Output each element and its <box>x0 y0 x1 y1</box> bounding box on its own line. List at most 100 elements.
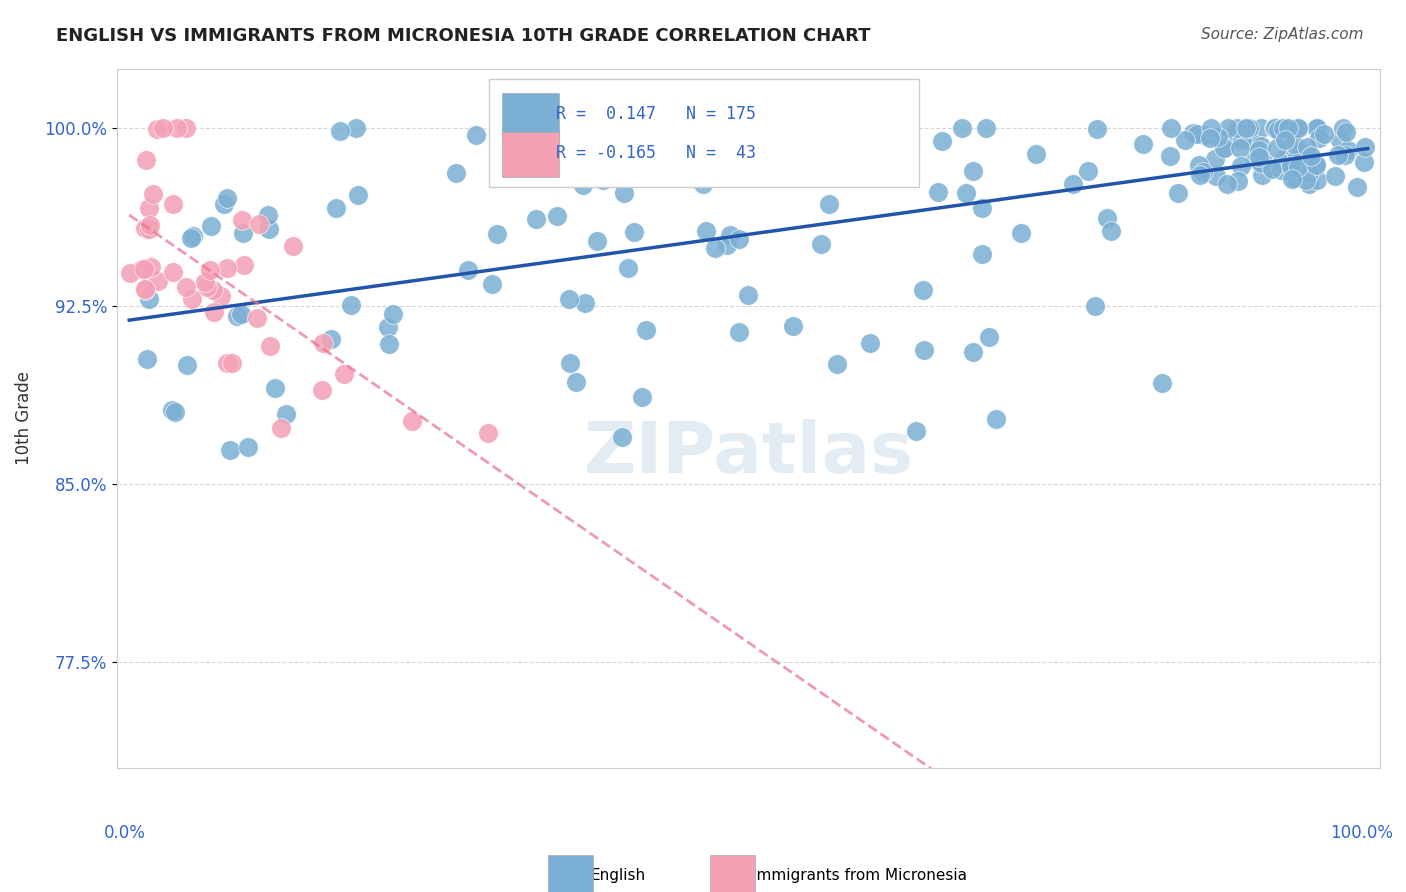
Point <box>617 260 640 275</box>
Point <box>1298 177 1320 191</box>
Point <box>631 390 654 404</box>
Point <box>574 295 596 310</box>
Point <box>162 265 184 279</box>
Point <box>264 381 287 395</box>
Point <box>818 197 841 211</box>
Point <box>1353 154 1375 169</box>
Point <box>347 187 370 202</box>
Point <box>1182 126 1205 140</box>
Point <box>1264 120 1286 135</box>
Point <box>1286 120 1309 135</box>
Point <box>180 231 202 245</box>
Point <box>174 279 197 293</box>
Point <box>215 191 238 205</box>
Point <box>134 283 156 297</box>
Point <box>1205 169 1227 184</box>
Point <box>221 356 243 370</box>
Point <box>134 282 156 296</box>
Point <box>692 177 714 191</box>
Point <box>160 403 183 417</box>
Point <box>135 221 157 235</box>
Point <box>195 280 218 294</box>
Point <box>319 332 342 346</box>
Point <box>1132 137 1154 152</box>
Point <box>1333 148 1355 162</box>
Point <box>180 292 202 306</box>
Point <box>1206 129 1229 144</box>
Point <box>1331 120 1354 135</box>
Point <box>979 330 1001 344</box>
Point <box>202 305 225 319</box>
Point <box>558 356 581 370</box>
Point <box>557 292 579 306</box>
Point <box>174 120 197 135</box>
Point <box>1298 165 1320 179</box>
Point <box>1284 170 1306 185</box>
Point <box>1150 376 1173 390</box>
Point <box>1260 158 1282 172</box>
Point <box>1218 120 1240 135</box>
Point <box>225 310 247 324</box>
Point <box>333 368 356 382</box>
Point <box>520 120 543 135</box>
Point <box>810 236 832 251</box>
Point <box>1216 177 1239 191</box>
Point <box>1285 152 1308 166</box>
Point <box>592 173 614 187</box>
Point <box>166 120 188 135</box>
Point <box>877 120 900 135</box>
Point <box>181 228 204 243</box>
Point <box>134 221 156 235</box>
Text: English: English <box>591 869 645 883</box>
Point <box>875 164 897 178</box>
Point <box>716 237 738 252</box>
Point <box>1274 133 1296 147</box>
Point <box>142 186 165 201</box>
Point <box>1270 155 1292 169</box>
Point <box>1062 178 1084 192</box>
Point <box>1095 211 1118 226</box>
Point <box>524 211 547 226</box>
Point <box>825 357 848 371</box>
Point <box>377 320 399 334</box>
Point <box>727 326 749 340</box>
Point <box>1174 133 1197 147</box>
Point <box>1296 139 1319 153</box>
Point <box>1305 120 1327 135</box>
Point <box>132 262 155 277</box>
Point <box>586 234 609 248</box>
Point <box>1263 121 1285 136</box>
Point <box>1201 120 1223 135</box>
Point <box>162 197 184 211</box>
Point <box>1306 120 1329 135</box>
Point <box>464 128 486 142</box>
Point <box>962 344 984 359</box>
Point <box>636 323 658 337</box>
Point <box>136 351 159 366</box>
Point <box>486 227 509 241</box>
Point <box>974 121 997 136</box>
Point <box>737 287 759 301</box>
Point <box>1188 169 1211 183</box>
Point <box>131 262 153 277</box>
Point <box>704 242 727 256</box>
Text: Source: ZipAtlas.com: Source: ZipAtlas.com <box>1201 27 1364 42</box>
Point <box>401 414 423 428</box>
Point <box>1187 127 1209 141</box>
Point <box>1281 172 1303 186</box>
Point <box>477 426 499 441</box>
Point <box>1249 150 1271 164</box>
Point <box>1159 149 1181 163</box>
Point <box>572 178 595 192</box>
Point <box>972 201 994 215</box>
Point <box>1265 141 1288 155</box>
Point <box>325 201 347 215</box>
Point <box>176 358 198 372</box>
Point <box>138 221 160 235</box>
Point <box>1267 122 1289 136</box>
Point <box>1251 168 1274 182</box>
Point <box>1099 224 1122 238</box>
Point <box>245 310 267 325</box>
Text: ZIPatlas: ZIPatlas <box>583 419 914 488</box>
Point <box>1253 154 1275 169</box>
